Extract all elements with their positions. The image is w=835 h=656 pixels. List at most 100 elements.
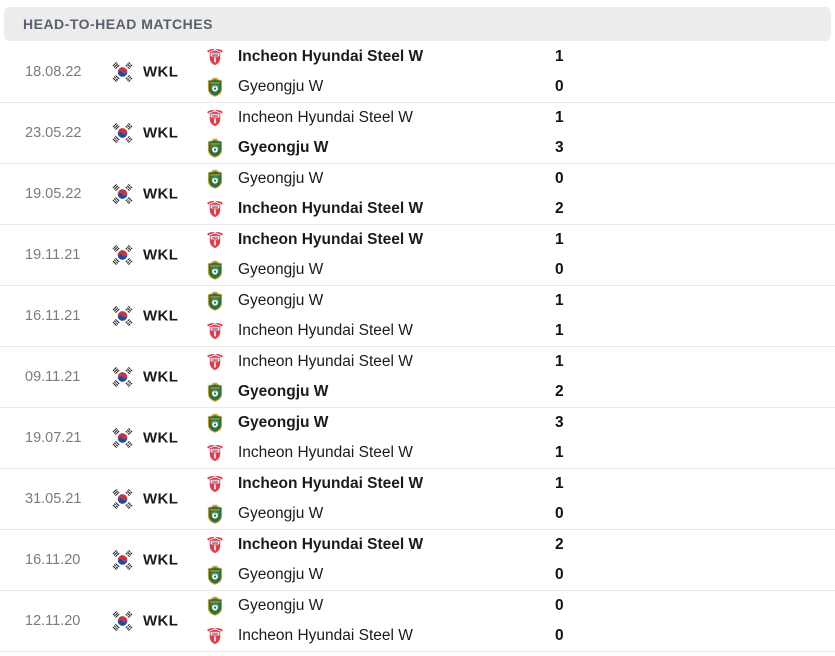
team-logo-slot bbox=[205, 443, 225, 463]
team-line-top: Incheon Hyundai Steel W 1 bbox=[205, 352, 835, 373]
team-score: 1 bbox=[555, 48, 564, 65]
match-row[interactable]: 19.05.22 bbox=[0, 164, 835, 225]
match-row[interactable]: 23.05.22 bbox=[0, 103, 835, 164]
team-logo-slot bbox=[205, 626, 225, 646]
team-score: 1 bbox=[555, 231, 564, 248]
team-score: 3 bbox=[555, 139, 564, 156]
competition-label: WKL bbox=[143, 612, 179, 630]
team-line-top: Incheon Hyundai Steel W 1 bbox=[205, 47, 835, 68]
teams-block: Incheon Hyundai Steel W 1 bbox=[205, 347, 835, 407]
competition-label: WKL bbox=[143, 490, 179, 508]
gyeongju-logo bbox=[205, 77, 225, 97]
team-name: Gyeongju W bbox=[238, 139, 329, 156]
team-line-top: Incheon Hyundai Steel W 1 bbox=[205, 474, 835, 495]
team-line-top: Gyeongju W 3 bbox=[205, 413, 835, 434]
gyeongju-logo bbox=[205, 413, 225, 433]
teams-block: Gyeongju W 0 bbox=[205, 164, 835, 224]
team-logo-slot bbox=[205, 382, 225, 402]
team-name: Gyeongju W bbox=[238, 292, 324, 309]
team-score: 1 bbox=[555, 109, 564, 126]
team-name: Gyeongju W bbox=[238, 505, 324, 522]
team-name: Gyeongju W bbox=[238, 78, 324, 95]
match-row[interactable]: 31.05.21 bbox=[0, 469, 835, 530]
match-date: 12.11.20 bbox=[25, 613, 81, 629]
match-row[interactable]: 19.07.21 bbox=[0, 408, 835, 469]
teams-block: Incheon Hyundai Steel W 1 bbox=[205, 469, 835, 529]
gyeongju-logo bbox=[205, 169, 225, 189]
match-date: 19.05.22 bbox=[25, 186, 82, 202]
gyeongju-logo bbox=[205, 260, 225, 280]
team-line-top: Gyeongju W 1 bbox=[205, 291, 835, 312]
team-name: Gyeongju W bbox=[238, 170, 324, 187]
team-score: 0 bbox=[555, 566, 564, 583]
match-row[interactable]: 18.08.22 bbox=[0, 42, 835, 103]
team-line-bottom: Gyeongju W 0 bbox=[205, 260, 835, 281]
team-score: 2 bbox=[555, 200, 564, 217]
competition-label: WKL bbox=[143, 429, 179, 447]
team-line-bottom: Incheon Hyundai Steel W 0 bbox=[205, 626, 835, 647]
team-line-top: Incheon Hyundai Steel W 1 bbox=[205, 108, 835, 129]
gyeongju-logo bbox=[205, 291, 225, 311]
team-score: 2 bbox=[555, 383, 564, 400]
match-row[interactable]: 19.11.21 bbox=[0, 225, 835, 286]
match-row[interactable]: 16.11.21 bbox=[0, 286, 835, 347]
south-korea-flag-icon bbox=[112, 305, 133, 327]
team-name: Incheon Hyundai Steel W bbox=[238, 475, 424, 492]
match-date: 18.08.22 bbox=[25, 64, 82, 80]
incheon-logo bbox=[205, 108, 225, 128]
team-score: 1 bbox=[555, 475, 564, 492]
team-line-top: Incheon Hyundai Steel W 2 bbox=[205, 535, 835, 556]
team-line-bottom: Incheon Hyundai Steel W 1 bbox=[205, 443, 835, 464]
match-row[interactable]: 09.11.21 bbox=[0, 347, 835, 408]
team-logo-slot bbox=[205, 138, 225, 158]
teams-block: Gyeongju W 0 bbox=[205, 591, 835, 651]
team-name: Incheon Hyundai Steel W bbox=[238, 200, 424, 217]
competition-label: WKL bbox=[143, 368, 179, 386]
team-score: 1 bbox=[555, 353, 564, 370]
team-logo-slot bbox=[205, 169, 225, 189]
team-name: Incheon Hyundai Steel W bbox=[238, 536, 424, 553]
team-logo-slot bbox=[205, 565, 225, 585]
south-korea-flag-icon bbox=[112, 610, 133, 632]
team-logo-slot bbox=[205, 504, 225, 524]
team-score: 1 bbox=[555, 322, 564, 339]
teams-block: Incheon Hyundai Steel W 1 bbox=[205, 42, 835, 102]
match-date: 16.11.21 bbox=[25, 308, 81, 324]
team-logo-slot bbox=[205, 77, 225, 97]
team-line-bottom: Gyeongju W 0 bbox=[205, 504, 835, 525]
match-date: 31.05.21 bbox=[25, 491, 82, 507]
team-line-top: Gyeongju W 0 bbox=[205, 169, 835, 190]
team-line-bottom: Gyeongju W 2 bbox=[205, 382, 835, 403]
team-line-bottom: Gyeongju W 0 bbox=[205, 565, 835, 586]
competition-label: WKL bbox=[143, 307, 179, 325]
match-row[interactable]: 16.11.20 bbox=[0, 530, 835, 591]
team-name: Incheon Hyundai Steel W bbox=[238, 627, 413, 644]
team-line-bottom: Incheon Hyundai Steel W 1 bbox=[205, 321, 835, 342]
incheon-logo bbox=[205, 626, 225, 646]
match-row[interactable]: 12.11.20 bbox=[0, 591, 835, 652]
teams-block: Incheon Hyundai Steel W 2 bbox=[205, 530, 835, 590]
teams-block: Gyeongju W 1 bbox=[205, 286, 835, 346]
south-korea-flag-icon bbox=[112, 61, 133, 83]
south-korea-flag-icon bbox=[112, 427, 133, 449]
team-score: 0 bbox=[555, 627, 564, 644]
competition-label: WKL bbox=[143, 551, 179, 569]
team-score: 3 bbox=[555, 414, 564, 431]
team-name: Incheon Hyundai Steel W bbox=[238, 322, 413, 339]
team-score: 0 bbox=[555, 597, 564, 614]
team-name: Incheon Hyundai Steel W bbox=[238, 444, 413, 461]
team-logo-slot bbox=[205, 291, 225, 311]
incheon-logo bbox=[205, 443, 225, 463]
team-name: Gyeongju W bbox=[238, 383, 329, 400]
competition-label: WKL bbox=[143, 63, 179, 81]
team-line-bottom: Incheon Hyundai Steel W 2 bbox=[205, 199, 835, 220]
incheon-logo bbox=[205, 230, 225, 250]
section-title: HEAD-TO-HEAD MATCHES bbox=[23, 16, 213, 32]
team-score: 1 bbox=[555, 292, 564, 309]
gyeongju-logo bbox=[205, 138, 225, 158]
team-logo-slot bbox=[205, 47, 225, 67]
team-line-bottom: Gyeongju W 3 bbox=[205, 138, 835, 159]
incheon-logo bbox=[205, 474, 225, 494]
match-date: 23.05.22 bbox=[25, 125, 82, 141]
team-logo-slot bbox=[205, 321, 225, 341]
